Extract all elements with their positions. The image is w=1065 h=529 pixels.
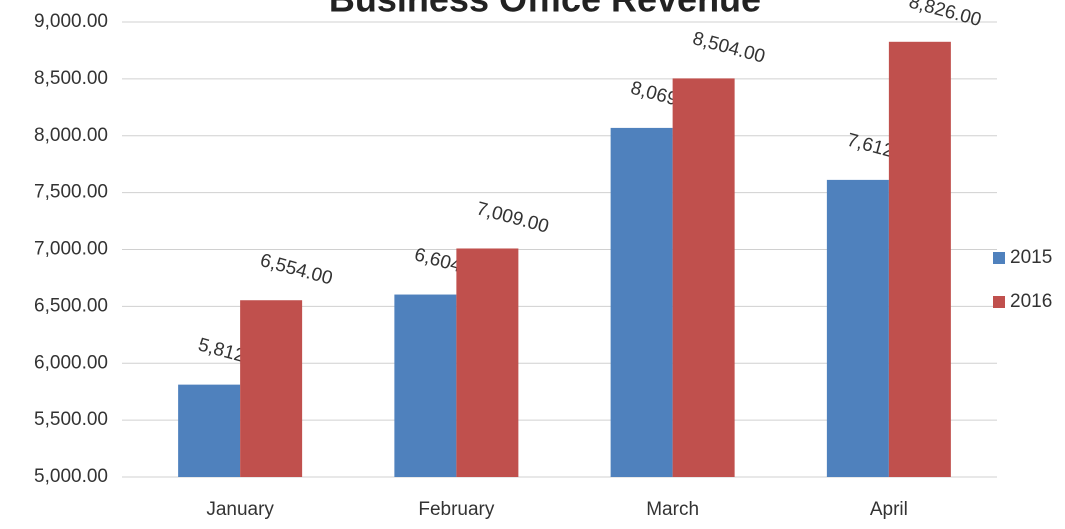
y-tick-label: 7,500.00 [34,182,108,203]
legend-swatch [993,252,1005,264]
x-tick-label: April [870,499,908,520]
bar [178,384,241,477]
x-tick-label: March [646,499,699,520]
y-tick-label: 7,000.00 [34,239,108,260]
y-tick-label: 8,000.00 [34,125,108,146]
bar [610,127,673,478]
y-tick-label: 6,000.00 [34,352,108,373]
chart-title: Business Office Revenue [329,0,761,20]
y-tick-label: 5,000.00 [34,466,108,487]
y-tick-label: 8,500.00 [34,68,108,89]
bar [826,179,889,477]
y-tick-label: 6,500.00 [34,295,108,316]
legend-label: 2015 [1010,247,1052,268]
y-tick-label: 5,500.00 [34,409,108,430]
bar [672,78,735,478]
bar [240,300,303,477]
x-tick-label: January [206,499,274,520]
legend-label: 2016 [1010,291,1052,312]
legend-swatch [993,296,1005,308]
bar [888,41,951,477]
bar [456,248,519,477]
y-tick-label: 9,000.00 [34,11,108,32]
bar [394,294,457,477]
x-tick-label: February [418,499,495,520]
